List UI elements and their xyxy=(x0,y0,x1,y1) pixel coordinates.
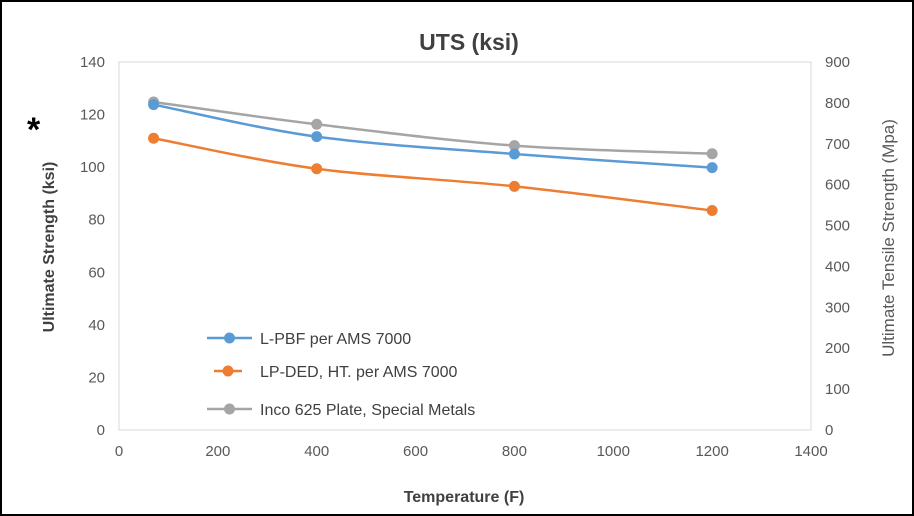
y-tick-label: 0 xyxy=(97,422,105,439)
legend-swatch-marker xyxy=(224,332,235,344)
series-point xyxy=(508,148,520,160)
series-line xyxy=(152,103,714,169)
legend-swatch-marker xyxy=(222,365,234,377)
y-tick-label: 140 xyxy=(80,54,105,71)
y-tick-label: 100 xyxy=(80,159,105,176)
y2-tick-label: 800 xyxy=(825,95,850,112)
series-point xyxy=(148,132,160,144)
legend-entry-label: L-PBF per AMS 7000 xyxy=(260,331,411,348)
series-line xyxy=(152,100,714,155)
y2-tick-label: 100 xyxy=(825,381,850,398)
series-point xyxy=(311,131,323,143)
y2-tick-label: 200 xyxy=(825,340,850,357)
y2-axis-title: Ultimate Tensile Strength (Mpa) xyxy=(879,119,898,357)
y2-tick-label: 300 xyxy=(825,299,850,316)
legend-entry-label: Inco 625 Plate, Special Metals xyxy=(260,402,475,419)
x-tick-label: 200 xyxy=(205,443,230,460)
series-point xyxy=(311,163,323,175)
series-point xyxy=(706,205,718,217)
legend-background xyxy=(195,324,627,428)
y2-tick-label: 700 xyxy=(825,136,850,153)
y-tick-label: 20 xyxy=(88,369,105,386)
annotation-asterisk: * xyxy=(27,111,41,149)
x-tick-label: 1000 xyxy=(597,443,630,460)
series-line xyxy=(152,136,714,212)
series-point xyxy=(311,118,323,130)
x-tick-label: 400 xyxy=(304,443,329,460)
series-point xyxy=(148,99,160,111)
y-tick-label: 80 xyxy=(88,212,105,229)
y2-tick-label: 500 xyxy=(825,218,850,235)
x-axis-title: Temperature (F) xyxy=(404,489,525,506)
x-tick-label: 800 xyxy=(502,443,527,460)
x-tick-label: 1400 xyxy=(794,443,827,460)
y-axis-title: Ultimate Strength (ksi) xyxy=(41,162,58,333)
series-point xyxy=(508,140,520,152)
y2-tick-label: 600 xyxy=(825,177,850,194)
plot-border xyxy=(118,61,812,431)
y2-tick-label: 900 xyxy=(825,54,850,71)
x-tick-label: 1200 xyxy=(695,443,728,460)
x-tick-label: 0 xyxy=(115,443,123,460)
y-tick-label: 120 xyxy=(80,107,105,124)
y2-tick-label: 0 xyxy=(825,422,833,439)
legend: L-PBF per AMS 7000 LP-DED, HT. per AMS 70… xyxy=(195,324,627,428)
y-tick-label: 40 xyxy=(88,317,105,334)
series-point xyxy=(706,162,718,174)
series-point xyxy=(706,148,718,160)
legend-entry-label: LP-DED, HT. per AMS 7000 xyxy=(260,364,458,381)
plot-area: 0204060801001201400100200300400500600700… xyxy=(80,54,850,460)
chart-title: UTS (ksi) xyxy=(419,29,519,55)
series-point xyxy=(508,180,520,192)
x-tick-label: 600 xyxy=(403,443,428,460)
y-tick-label: 60 xyxy=(88,264,105,281)
legend-swatch-marker xyxy=(224,403,235,415)
y2-tick-label: 400 xyxy=(825,258,850,275)
